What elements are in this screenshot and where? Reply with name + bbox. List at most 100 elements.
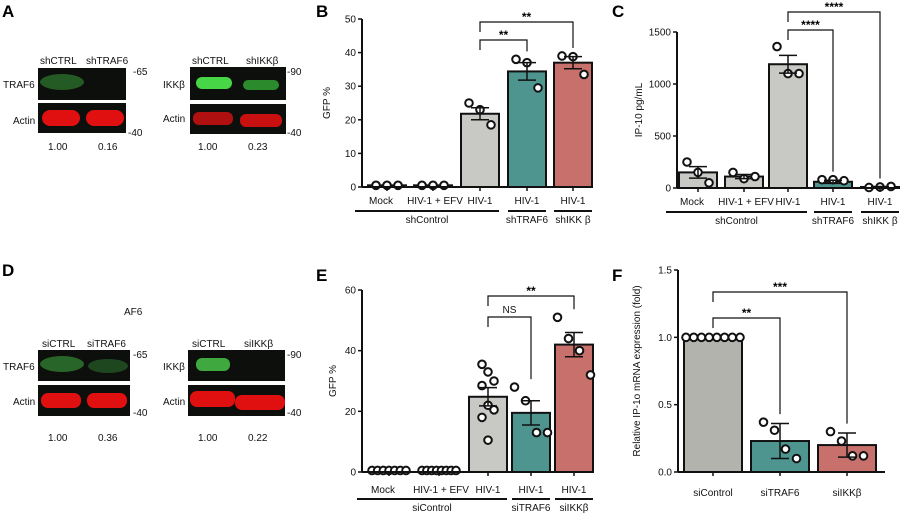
data-point (704, 178, 714, 188)
y-tick-label: 0 (665, 184, 671, 195)
data-point (533, 83, 543, 93)
data-point (772, 41, 782, 52)
data-point (735, 332, 745, 343)
protein-band (40, 74, 84, 90)
data-point (858, 451, 869, 461)
y-tick-label: 40 (345, 48, 357, 59)
group-label: shIKK β (555, 215, 590, 226)
protein-band (196, 358, 230, 371)
significance-label: *** (773, 280, 787, 294)
actin-band (86, 110, 124, 126)
quant-value: 1.00 (198, 142, 218, 153)
significance-bracket (787, 11, 881, 179)
significance-bracket (787, 29, 834, 172)
category-label: siIKKβ (832, 488, 861, 499)
chart-panel-b: 0 10 20 30 40 50 GFP % Mock HIV-1 + EFV HIV-1 HIV-… (322, 10, 593, 226)
group-label: shTRAF6 (812, 216, 855, 227)
protein-band (88, 359, 128, 373)
quant-value: 0.16 (98, 142, 118, 153)
significance-label: **** (801, 18, 820, 32)
significance-bracket (479, 21, 574, 48)
quant-value: 0.23 (248, 142, 268, 153)
lane-label: siIKKβ (244, 339, 273, 350)
y-tick-label: 30 (345, 82, 357, 93)
data-point (758, 417, 769, 427)
y-tick-label: 50 (345, 15, 357, 26)
y-tick-label: 0.5 (658, 400, 672, 411)
marker-label: -90 (287, 350, 302, 361)
row-label: Actin (163, 397, 185, 408)
row-label: TRAF6 (3, 362, 35, 373)
y-tick-label: 40 (345, 346, 357, 357)
group-label: shControl (715, 216, 758, 227)
data-point (464, 98, 474, 108)
panel-letter-f: F (612, 266, 622, 285)
quant-value: 1.00 (48, 433, 68, 444)
y-tick-label: 0 (350, 468, 356, 479)
quant-value: 1.00 (48, 142, 68, 153)
category-label: Mock (371, 485, 396, 496)
panel-letter-e: E (316, 266, 327, 285)
row-label: Actin (163, 114, 185, 125)
quant-value: 0.36 (98, 433, 118, 444)
data-point (585, 370, 596, 380)
group-label: shTRAF6 (506, 215, 549, 226)
data-point (531, 427, 542, 438)
lane-label: siCTRL (192, 339, 226, 350)
category-label: HIV-1 (475, 485, 500, 496)
blot-a-left: shCTRL shTRAF6 TRAF6 Actin -65 -40 1.00 … (3, 56, 148, 153)
group-label: siIKKβ (559, 503, 588, 514)
lane-label: siTRAF6 (87, 339, 126, 350)
data-point (780, 444, 791, 454)
data-point (847, 451, 858, 461)
significance-bracket (487, 295, 575, 310)
category-label: HIV-1 (560, 196, 585, 207)
significance-bracket (487, 316, 532, 380)
data-point (579, 69, 589, 80)
marker-label: -90 (287, 67, 302, 78)
blot-note: AF6 (124, 307, 143, 318)
actin-band (240, 114, 282, 127)
data-point (574, 345, 585, 356)
row-label: Actin (13, 116, 35, 127)
group-label: siTRAF6 (512, 503, 551, 514)
group-label: shControl (406, 215, 449, 226)
actin-band (235, 395, 285, 410)
data-point (825, 426, 836, 437)
significance-label: NS (503, 305, 517, 316)
data-point (836, 436, 847, 446)
data-point (542, 427, 553, 438)
panel-letter-b: B (316, 2, 328, 21)
y-tick-label: 20 (345, 407, 357, 418)
panel-letter-c: C (612, 2, 624, 21)
y-axis-title: Relative IP-1o mRNA expression (fold) (632, 285, 643, 456)
group-label: siControl (412, 503, 451, 514)
actin-band (193, 112, 233, 125)
significance-label: ** (522, 10, 532, 24)
data-point (728, 167, 738, 178)
data-point (483, 435, 493, 445)
data-point (489, 376, 499, 386)
y-tick-label: 1000 (649, 80, 672, 91)
category-label: HIV-1 (518, 485, 543, 496)
category-label: HIV-1 + EFV (413, 485, 469, 496)
data-point (712, 332, 722, 343)
category-label: HIV-1 (467, 196, 492, 207)
actin-band (41, 393, 81, 408)
category-label: siControl (693, 488, 732, 499)
bar (553, 61, 593, 188)
lane-label: shTRAF6 (86, 56, 129, 67)
y-tick-label: 1.5 (658, 266, 672, 277)
actin-band (87, 393, 127, 408)
data-point (483, 367, 493, 377)
y-axis-title: GFP % (328, 365, 339, 397)
protein-band (243, 80, 279, 90)
category-label: siTRAF6 (761, 488, 800, 499)
y-axis-title: GFP % (322, 87, 333, 119)
significance-label: **** (825, 0, 844, 14)
data-point (451, 465, 461, 476)
panel-letter-a: A (2, 2, 14, 21)
data-point (477, 359, 487, 370)
